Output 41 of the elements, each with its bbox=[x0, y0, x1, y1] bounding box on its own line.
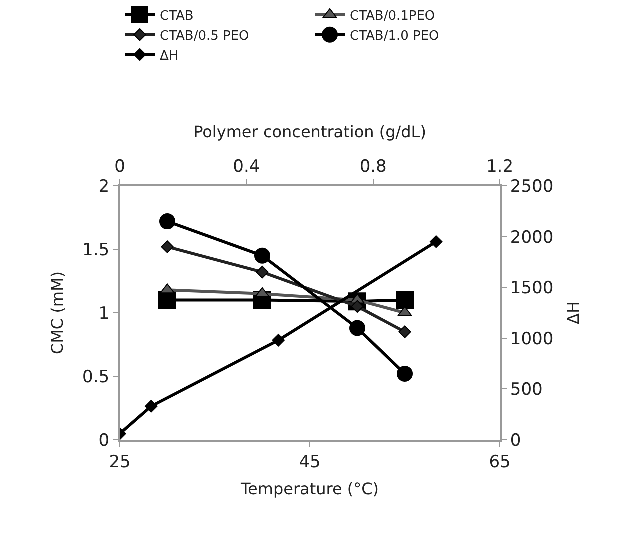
y2-tick-label: 2500 bbox=[510, 176, 554, 197]
legend-label: CTAB/0.5 PEO bbox=[160, 28, 250, 44]
x2-tick-label: 0 bbox=[114, 157, 126, 178]
point bbox=[160, 214, 176, 230]
y2-tick-label: 1000 bbox=[510, 329, 554, 350]
x-tick-label: 25 bbox=[109, 452, 131, 472]
y2-axis-title: ΔH bbox=[564, 302, 583, 324]
point bbox=[430, 236, 443, 248]
point bbox=[350, 320, 366, 336]
point bbox=[145, 400, 158, 413]
x2-tick-label: 1.2 bbox=[486, 157, 514, 178]
y2-tick-label: 0 bbox=[510, 430, 522, 451]
y2-tick-label: 2000 bbox=[510, 228, 554, 248]
point bbox=[255, 287, 270, 298]
y2-tick-label: 1500 bbox=[510, 278, 554, 299]
y-tick-label: 2 bbox=[98, 176, 110, 197]
x2-tick-label: 0.8 bbox=[360, 157, 387, 178]
y2-tick-label: 500 bbox=[510, 380, 543, 400]
y-tick-label: 0 bbox=[98, 430, 110, 451]
point bbox=[160, 284, 175, 294]
x-axis-title: Temperature (°C) bbox=[240, 480, 380, 499]
point bbox=[158, 291, 176, 310]
y-axis-title: CMC (mM) bbox=[48, 271, 67, 355]
y-tick-label: 1 bbox=[98, 304, 110, 324]
legend-label: CTAB/1.0 PEO bbox=[350, 28, 440, 44]
point bbox=[161, 240, 174, 254]
x2-tick-label: 0.4 bbox=[233, 157, 260, 178]
point bbox=[396, 291, 414, 310]
point bbox=[397, 366, 413, 382]
point bbox=[272, 334, 285, 347]
point bbox=[398, 326, 412, 338]
x-tick-label: 45 bbox=[299, 452, 321, 472]
x2-axis-title: Polymer concentration (g/dL) bbox=[194, 122, 426, 142]
y-tick-label: 1.5 bbox=[82, 240, 110, 260]
legend-label: CTAB/0.1PEO bbox=[350, 9, 436, 24]
legend-label: ΔH bbox=[160, 48, 179, 64]
point bbox=[254, 248, 270, 264]
x-tick-label: 65 bbox=[489, 452, 511, 472]
y-tick-label: 0.5 bbox=[82, 367, 110, 388]
legend-label: CTAB bbox=[160, 9, 194, 24]
point bbox=[256, 266, 269, 279]
